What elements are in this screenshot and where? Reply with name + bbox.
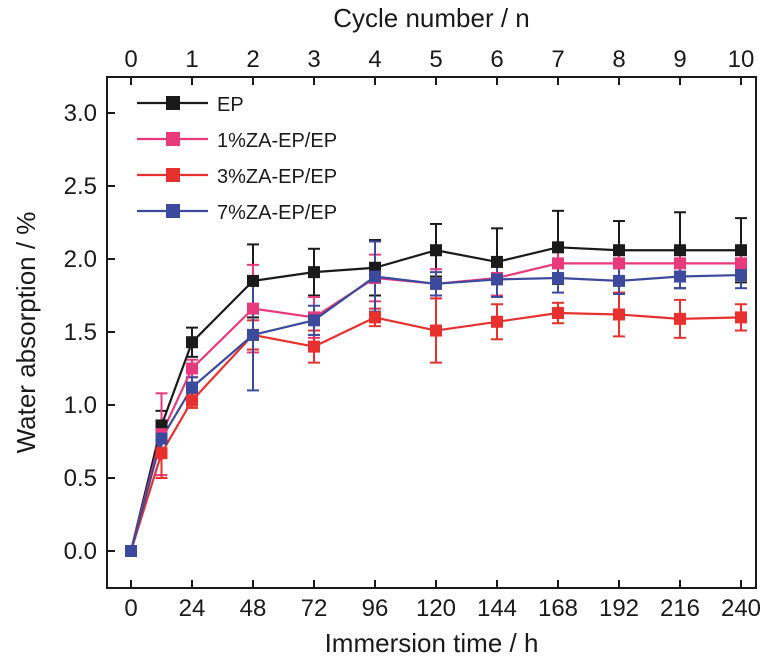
series-markers bbox=[125, 241, 747, 557]
top-axis-ticks: 0 1 2 3 4 5 6 7 8 9 10 bbox=[124, 46, 754, 85]
top-tick-label: 2 bbox=[246, 46, 259, 73]
data-point-3-za-ep-ep bbox=[674, 312, 686, 325]
legend-marker bbox=[166, 204, 180, 218]
top-axis-title: Cycle number / n bbox=[333, 3, 530, 33]
data-point-ep bbox=[430, 244, 442, 257]
y-axis-title: Water absorption / % bbox=[11, 212, 41, 454]
series-lines bbox=[129, 246, 742, 552]
top-tick-label: 6 bbox=[490, 46, 503, 73]
data-point-3-za-ep-ep bbox=[369, 311, 381, 324]
top-tick-label: 5 bbox=[429, 46, 442, 73]
data-point-1-za-ep-ep bbox=[247, 302, 259, 315]
legend-label: 1%ZA-EP/EP bbox=[217, 130, 337, 152]
legend-item-7-za-ep-ep: 7%ZA-EP/EP bbox=[137, 202, 337, 224]
data-point-1-za-ep-ep bbox=[735, 257, 747, 270]
data-point-7-za-ep-ep bbox=[186, 381, 198, 394]
y-axis-ticks: 0.0 0.5 1.0 1.5 2.0 2.5 3.0 bbox=[64, 100, 115, 565]
data-point-ep bbox=[674, 244, 686, 257]
data-point-3-za-ep-ep bbox=[430, 324, 442, 337]
legend-marker bbox=[166, 96, 180, 110]
data-point-1-za-ep-ep bbox=[613, 257, 625, 270]
legend-label: 7%ZA-EP/EP bbox=[217, 202, 337, 224]
data-point-3-za-ep-ep bbox=[155, 447, 168, 460]
x-tick-label: 168 bbox=[538, 595, 578, 622]
legend-item-1-za-ep-ep: 1%ZA-EP/EP bbox=[137, 130, 337, 152]
legend: EP 1%ZA-EP/EP 3%ZA-EP/EP 7%ZA-EP/EP bbox=[137, 94, 337, 224]
x-tick-label: 192 bbox=[599, 595, 639, 622]
x-tick-label: 120 bbox=[416, 595, 456, 622]
data-point-ep bbox=[552, 241, 564, 254]
data-point-ep bbox=[491, 255, 503, 268]
top-tick-label: 4 bbox=[368, 46, 381, 73]
legend-label: EP bbox=[217, 94, 244, 116]
series-line-ep bbox=[129, 246, 741, 552]
y-tick-label: 1.5 bbox=[64, 319, 97, 346]
x-tick-label: 216 bbox=[660, 595, 700, 622]
data-point-1-za-ep-ep bbox=[186, 362, 198, 375]
y-tick-label: 3.0 bbox=[64, 100, 97, 127]
x-tick-label: 72 bbox=[301, 595, 328, 622]
y-tick-label: 0.5 bbox=[64, 465, 97, 492]
data-point-ep bbox=[247, 274, 259, 287]
top-tick-label: 10 bbox=[728, 46, 755, 73]
y-tick-label: 2.0 bbox=[64, 246, 97, 273]
series-line-3-za-ep-ep bbox=[129, 311, 742, 552]
data-point-7-za-ep-ep bbox=[430, 277, 442, 290]
x-tick-label: 240 bbox=[721, 595, 761, 622]
data-point-3-za-ep-ep bbox=[552, 307, 564, 320]
y-tick-label: 2.5 bbox=[64, 173, 97, 200]
legend-marker bbox=[166, 132, 180, 146]
legend-label: 3%ZA-EP/EP bbox=[217, 166, 337, 188]
x-axis-ticks: 0 24 48 72 96 120 144 168 192 216 240 bbox=[124, 580, 761, 622]
data-point-7-za-ep-ep bbox=[613, 274, 625, 287]
x-tick-label: 0 bbox=[124, 595, 137, 622]
data-point-3-za-ep-ep bbox=[613, 308, 625, 321]
data-point-3-za-ep-ep bbox=[308, 340, 320, 353]
x-tick-label: 48 bbox=[240, 595, 267, 622]
x-axis-title: Immersion time / h bbox=[325, 628, 539, 658]
data-point-7-za-ep-ep bbox=[674, 270, 686, 283]
data-point-ep bbox=[308, 266, 320, 279]
data-point-ep bbox=[186, 336, 198, 349]
top-tick-label: 1 bbox=[185, 46, 198, 73]
y-tick-label: 0.0 bbox=[64, 538, 97, 565]
data-point-1-za-ep-ep bbox=[674, 257, 686, 270]
data-point-ep bbox=[735, 244, 747, 257]
x-tick-label: 144 bbox=[477, 595, 517, 622]
data-point-3-za-ep-ep bbox=[735, 311, 747, 324]
top-tick-label: 9 bbox=[673, 46, 686, 73]
data-point-1-za-ep-ep bbox=[552, 257, 564, 270]
data-point-3-za-ep-ep bbox=[186, 394, 198, 407]
data-point-7-za-ep-ep bbox=[155, 432, 168, 445]
data-point-7-za-ep-ep bbox=[369, 270, 381, 283]
top-tick-label: 3 bbox=[307, 46, 320, 73]
data-point-7-za-ep-ep bbox=[735, 269, 747, 282]
top-tick-label: 7 bbox=[551, 46, 564, 73]
data-point-7-za-ep-ep bbox=[491, 273, 503, 286]
legend-item-ep: EP bbox=[137, 94, 244, 116]
y-tick-label: 1.0 bbox=[64, 392, 97, 419]
x-tick-label: 96 bbox=[362, 595, 389, 622]
data-point-7-za-ep-ep bbox=[552, 271, 564, 284]
legend-item-3-za-ep-ep: 3%ZA-EP/EP bbox=[137, 166, 337, 188]
data-point-7-za-ep-ep bbox=[247, 328, 259, 341]
data-point-3-za-ep-ep bbox=[491, 315, 503, 328]
data-point-ep bbox=[613, 244, 625, 257]
data-point-7-za-ep-ep bbox=[308, 314, 320, 327]
x-tick-label: 24 bbox=[179, 595, 206, 622]
top-tick-label: 8 bbox=[612, 46, 625, 73]
data-point-7-za-ep-ep bbox=[125, 545, 137, 557]
legend-marker bbox=[166, 168, 180, 182]
top-tick-label: 0 bbox=[124, 46, 137, 73]
